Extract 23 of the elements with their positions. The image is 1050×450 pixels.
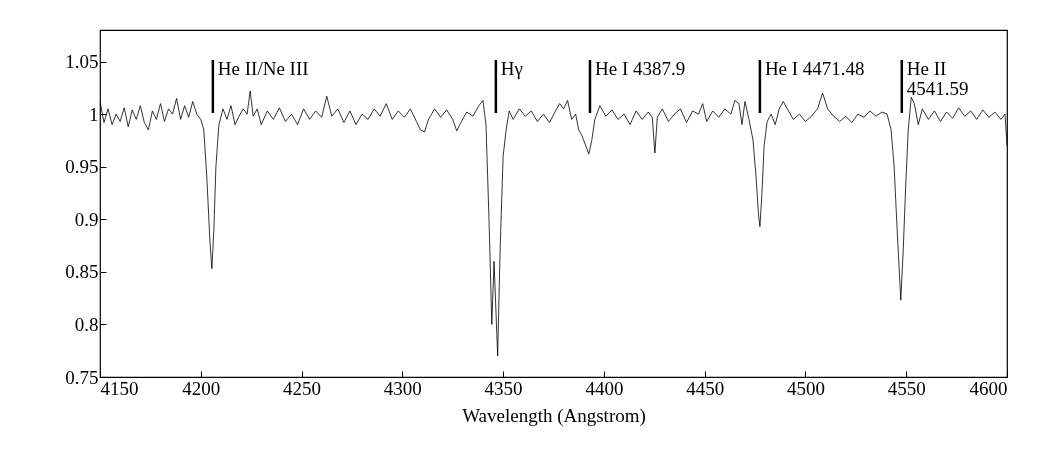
y-tick-label: 0.85 — [65, 261, 99, 283]
x-tick-label: 4200 — [182, 377, 221, 399]
x-tick-label: 4150 — [100, 377, 139, 399]
ref-line-label: He I 4471.48 — [764, 58, 865, 79]
ref-line-label: Hγ — [500, 58, 523, 79]
y-tick-label: 1.05 — [65, 51, 99, 73]
y-tick-label: 0.95 — [65, 156, 99, 178]
x-tick-label: 4400 — [585, 377, 624, 399]
y-tick-label: 0.75 — [65, 366, 99, 388]
x-tick-label: 4250 — [283, 377, 322, 399]
x-tick-label: 4450 — [686, 377, 725, 399]
y-tick-label: 0.9 — [74, 208, 99, 230]
y-tick-label: 1 — [89, 103, 99, 125]
x-tick-label: 4550 — [887, 377, 926, 399]
ref-line-label: He II/Ne III — [217, 58, 309, 79]
ref-line-label: He I 4387.9 — [594, 58, 686, 79]
x-tick-label: 4500 — [786, 377, 825, 399]
ref-line-label: He II 4541.59 — [906, 58, 969, 99]
y-tick-label: 0.8 — [74, 313, 99, 335]
x-tick-label: 4600 — [969, 377, 1008, 399]
x-axis-title: Wavelength (Angstrom) — [462, 404, 646, 427]
x-tick-label: 4300 — [383, 377, 422, 399]
x-tick-label: 4350 — [484, 377, 523, 399]
